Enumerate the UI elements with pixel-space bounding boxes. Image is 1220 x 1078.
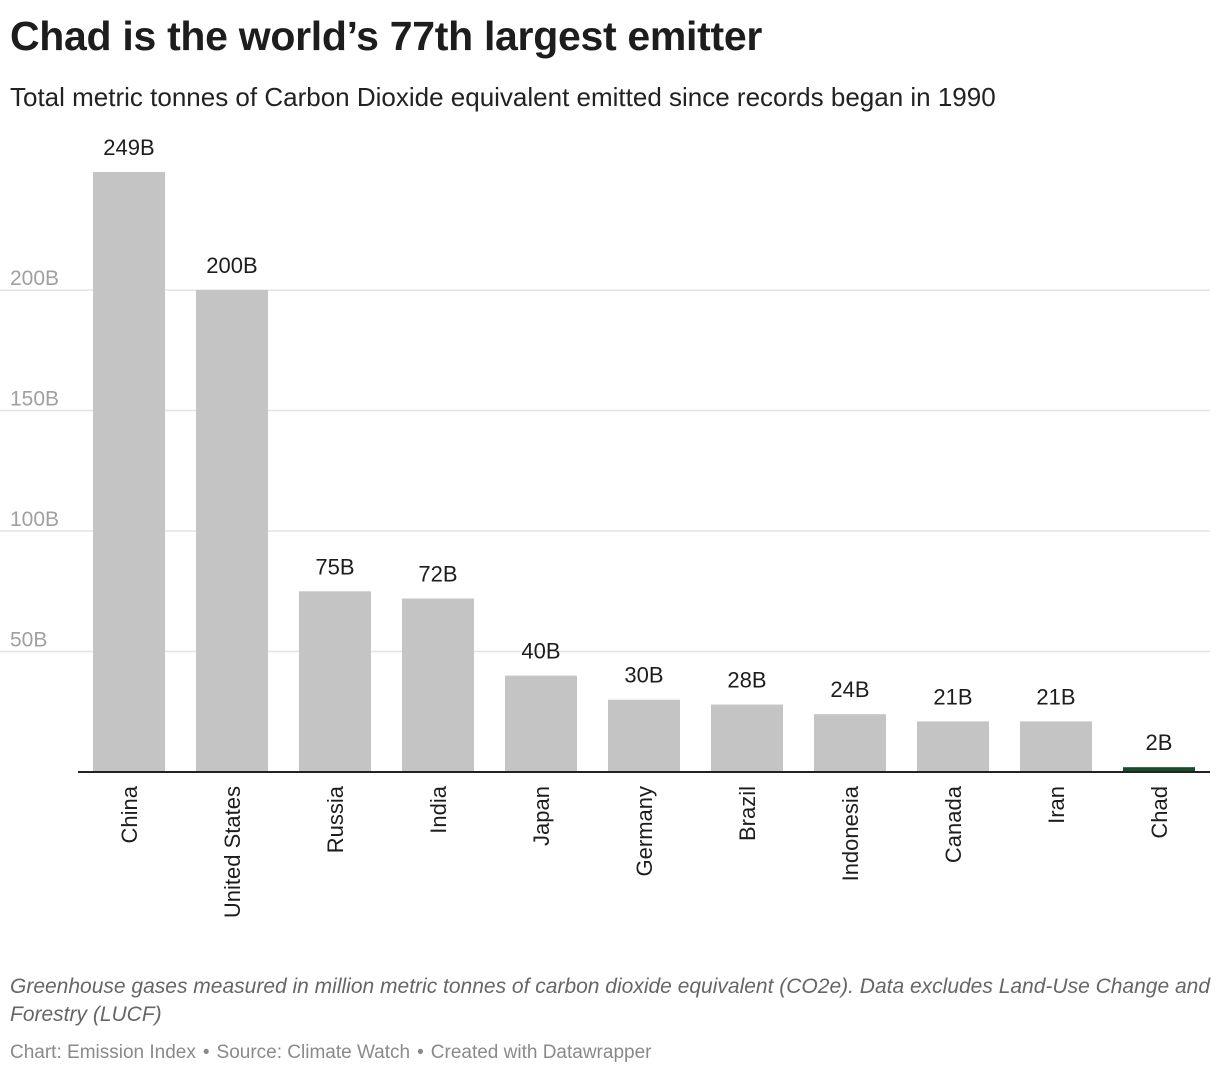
byline-source: Source: Climate Watch	[216, 1042, 411, 1063]
value-label: 30B	[624, 663, 663, 688]
y-axis-ticks: 50B 100B 150B 200B	[10, 267, 59, 651]
x-tick-label: Brazil	[735, 786, 760, 841]
chart-subtitle: Total metric tonnes of Carbon Dioxide eq…	[10, 82, 996, 112]
y-tick-label: 200B	[10, 267, 59, 290]
x-tick-label: Japan	[529, 786, 554, 846]
bar-india	[402, 598, 474, 772]
value-label: 249B	[103, 135, 154, 160]
bar-indonesia	[814, 714, 886, 772]
y-tick-label: 100B	[10, 508, 59, 531]
value-label: 200B	[206, 253, 257, 278]
bar-china	[93, 172, 165, 772]
x-tick-label: Germany	[632, 786, 657, 876]
bar-united-states	[196, 290, 268, 772]
value-label: 21B	[933, 684, 972, 709]
bar-chad	[1123, 767, 1195, 772]
value-label: 2B	[1146, 730, 1173, 755]
x-tick-label: India	[426, 785, 451, 833]
bar-canada	[917, 721, 989, 772]
x-tick-label: Indonesia	[838, 785, 863, 881]
gridlines	[0, 289, 1210, 653]
value-label: 75B	[315, 554, 354, 579]
x-axis-labels: China United States Russia India Japan German…	[117, 785, 1172, 918]
bar-germany	[608, 699, 680, 772]
chart-notes: Greenhouse gases measured in million met…	[10, 975, 1211, 1026]
value-label: 72B	[418, 562, 457, 587]
bar-japan	[505, 675, 577, 772]
value-labels: 249B 200B 75B 72B 40B 30B 28B 24B 21B 21B 2B	[103, 135, 1172, 755]
x-tick-label: Russia	[323, 785, 348, 853]
value-label: 24B	[830, 677, 869, 702]
bar-chart: 249B 200B 75B 72B 40B 30B 28B 24B 21B 21B 2B 50B 10…	[0, 135, 1210, 918]
chart-title: Chad is the world’s 77th largest emitter	[10, 13, 763, 59]
x-tick-label: Chad	[1147, 786, 1172, 839]
bars	[93, 172, 1195, 772]
x-tick-label: China	[117, 785, 142, 843]
bar-brazil	[711, 704, 783, 772]
value-label: 28B	[727, 668, 766, 693]
byline-created: Created with Datawrapper	[430, 1042, 652, 1063]
x-tick-label: United States	[220, 786, 245, 918]
x-tick-label: Iran	[1044, 786, 1069, 824]
byline-chart: Chart: Emission Index	[10, 1042, 196, 1063]
bar-iran	[1020, 721, 1092, 772]
value-label: 40B	[521, 639, 560, 664]
y-tick-label: 150B	[10, 388, 59, 411]
byline: Chart: Emission Index • Source: Climate Wa…	[10, 1042, 652, 1063]
value-label: 21B	[1036, 684, 1075, 709]
y-tick-label: 50B	[10, 629, 47, 652]
x-tick-label: Canada	[941, 785, 966, 863]
bar-russia	[299, 591, 371, 772]
